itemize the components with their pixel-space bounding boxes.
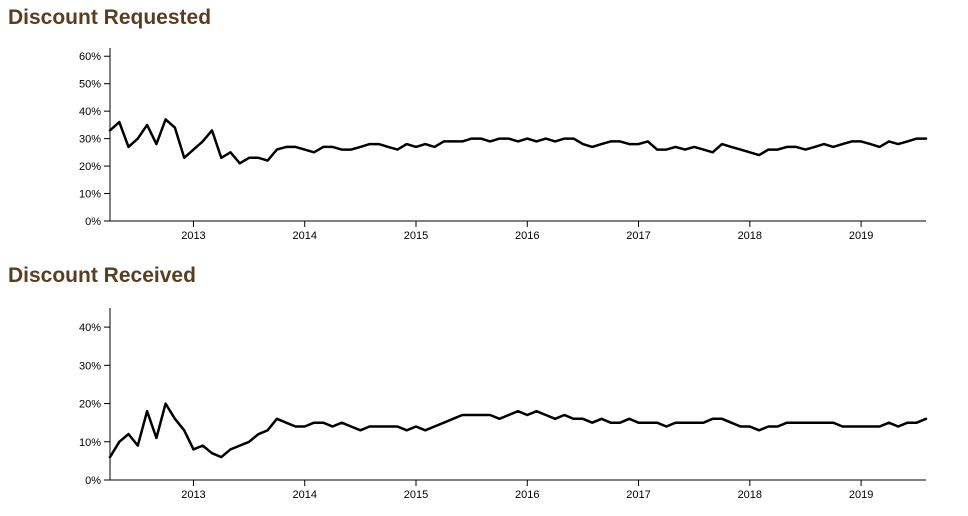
chart-title: Discount Requested bbox=[8, 6, 212, 29]
x-tick-label: 2015 bbox=[404, 489, 428, 501]
x-tick-label: 2015 bbox=[404, 230, 428, 242]
chart-discount-requested: Discount Requested 0% 10% 20% 30% 40% 50% 60% 2… bbox=[8, 6, 928, 242]
x-tick-label: 2017 bbox=[626, 489, 650, 501]
x-tick-label: 2018 bbox=[738, 489, 762, 501]
series-line bbox=[108, 402, 928, 459]
y-tick-label: 20% bbox=[79, 161, 101, 173]
y-tick-label: 40% bbox=[79, 106, 101, 118]
x-tick-label: 2016 bbox=[515, 489, 539, 501]
x-tick-label: 2019 bbox=[849, 230, 873, 242]
y-tick-label: 0% bbox=[85, 475, 101, 487]
x-tick-label: 2017 bbox=[626, 230, 650, 242]
x-tick-label: 2019 bbox=[849, 489, 873, 501]
y-tick-label: 40% bbox=[79, 322, 101, 334]
y-tick-label: 50% bbox=[79, 79, 101, 91]
y-tick-label: 30% bbox=[79, 134, 101, 146]
x-tick-label: 2016 bbox=[515, 230, 539, 242]
x-tick-label: 2014 bbox=[292, 489, 316, 501]
chart-title: Discount Received bbox=[8, 264, 196, 287]
y-tick-label: 30% bbox=[79, 360, 101, 372]
x-tick-label: 2018 bbox=[738, 230, 762, 242]
chart-svg: 0% 10% 20% 30% 40% 50% 60% 2013 2014 2015 2016 2017… bbox=[79, 48, 928, 242]
x-tick-label: 2013 bbox=[181, 489, 205, 501]
y-tick-label: 60% bbox=[79, 51, 101, 63]
x-tick-label: 2014 bbox=[292, 230, 316, 242]
chart-svg: 0% 10% 20% 30% 40% 2013 2014 2015 2016 2017 2018 20… bbox=[79, 308, 928, 501]
y-tick-label: 20% bbox=[79, 399, 101, 411]
y-tick-label: 10% bbox=[79, 189, 101, 201]
series-line bbox=[108, 118, 928, 165]
y-tick-label: 10% bbox=[79, 437, 101, 449]
chart-discount-received: Discount Received 0% 10% 20% 30% 40% 2013 2014… bbox=[0, 258, 968, 516]
y-tick-label: 0% bbox=[85, 216, 101, 228]
x-tick-label: 2013 bbox=[181, 230, 205, 242]
